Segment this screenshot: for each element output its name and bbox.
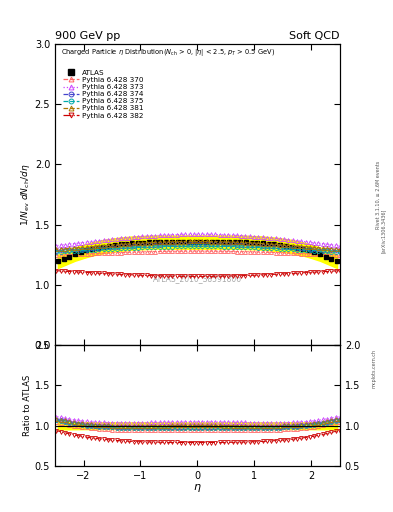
Text: Charged Particle $\eta$ Distribution($N_{\rm ch}$ > 0, $|\eta|$ < 2.5, $p_T$ > 0: Charged Particle $\eta$ Distribution($N_… (61, 47, 275, 57)
Legend: ATLAS, Pythia 6.428 370, Pythia 6.428 373, Pythia 6.428 374, Pythia 6.428 375, P: ATLAS, Pythia 6.428 370, Pythia 6.428 37… (61, 68, 145, 120)
Y-axis label: Ratio to ATLAS: Ratio to ATLAS (23, 375, 32, 436)
Text: 900 GeV pp: 900 GeV pp (55, 31, 120, 41)
Text: [arXiv:1306.3436]: [arXiv:1306.3436] (381, 208, 386, 252)
Y-axis label: $1/N_{\rm ev}\ dN_{\rm ch}/d\eta$: $1/N_{\rm ev}\ dN_{\rm ch}/d\eta$ (19, 163, 32, 226)
Text: mcplots.cern.ch: mcplots.cern.ch (371, 349, 376, 388)
Text: ATLAS_2010_S8591806: ATLAS_2010_S8591806 (153, 274, 242, 283)
Text: Soft QCD: Soft QCD (290, 31, 340, 41)
X-axis label: $\eta$: $\eta$ (193, 482, 202, 494)
Text: Rivet 3.1.10, ≥ 2.6M events: Rivet 3.1.10, ≥ 2.6M events (376, 160, 381, 229)
